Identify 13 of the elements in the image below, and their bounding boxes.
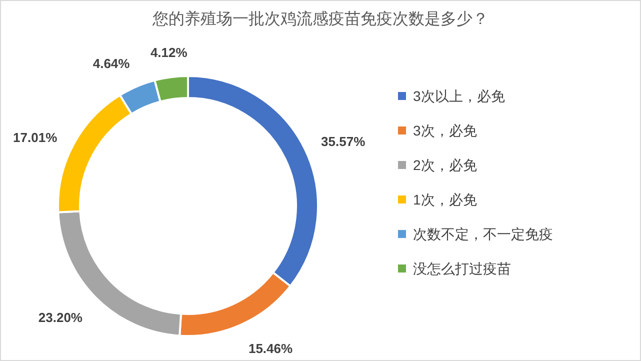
- data-label: 35.57%: [321, 134, 366, 150]
- data-label: 4.12%: [150, 45, 188, 60]
- data-label: 23.20%: [38, 310, 83, 325]
- data-label: 17.01%: [13, 130, 58, 145]
- data-label: 4.64%: [92, 56, 130, 71]
- legend-label: 没怎么打过疫苗: [413, 260, 511, 276]
- legend-label: 3次以上，必免: [413, 88, 505, 104]
- legend-label: 次数不定，不一定免疫: [413, 226, 553, 242]
- legend-label: 1次，必免: [413, 192, 477, 208]
- legend-label: 2次，必免: [413, 157, 477, 173]
- legend-label: 3次，必免: [413, 122, 477, 138]
- data-label: 15.46%: [248, 341, 294, 356]
- chart-title: 您的养殖场一批次鸡流感疫苗免疫次数是多少？: [152, 10, 488, 28]
